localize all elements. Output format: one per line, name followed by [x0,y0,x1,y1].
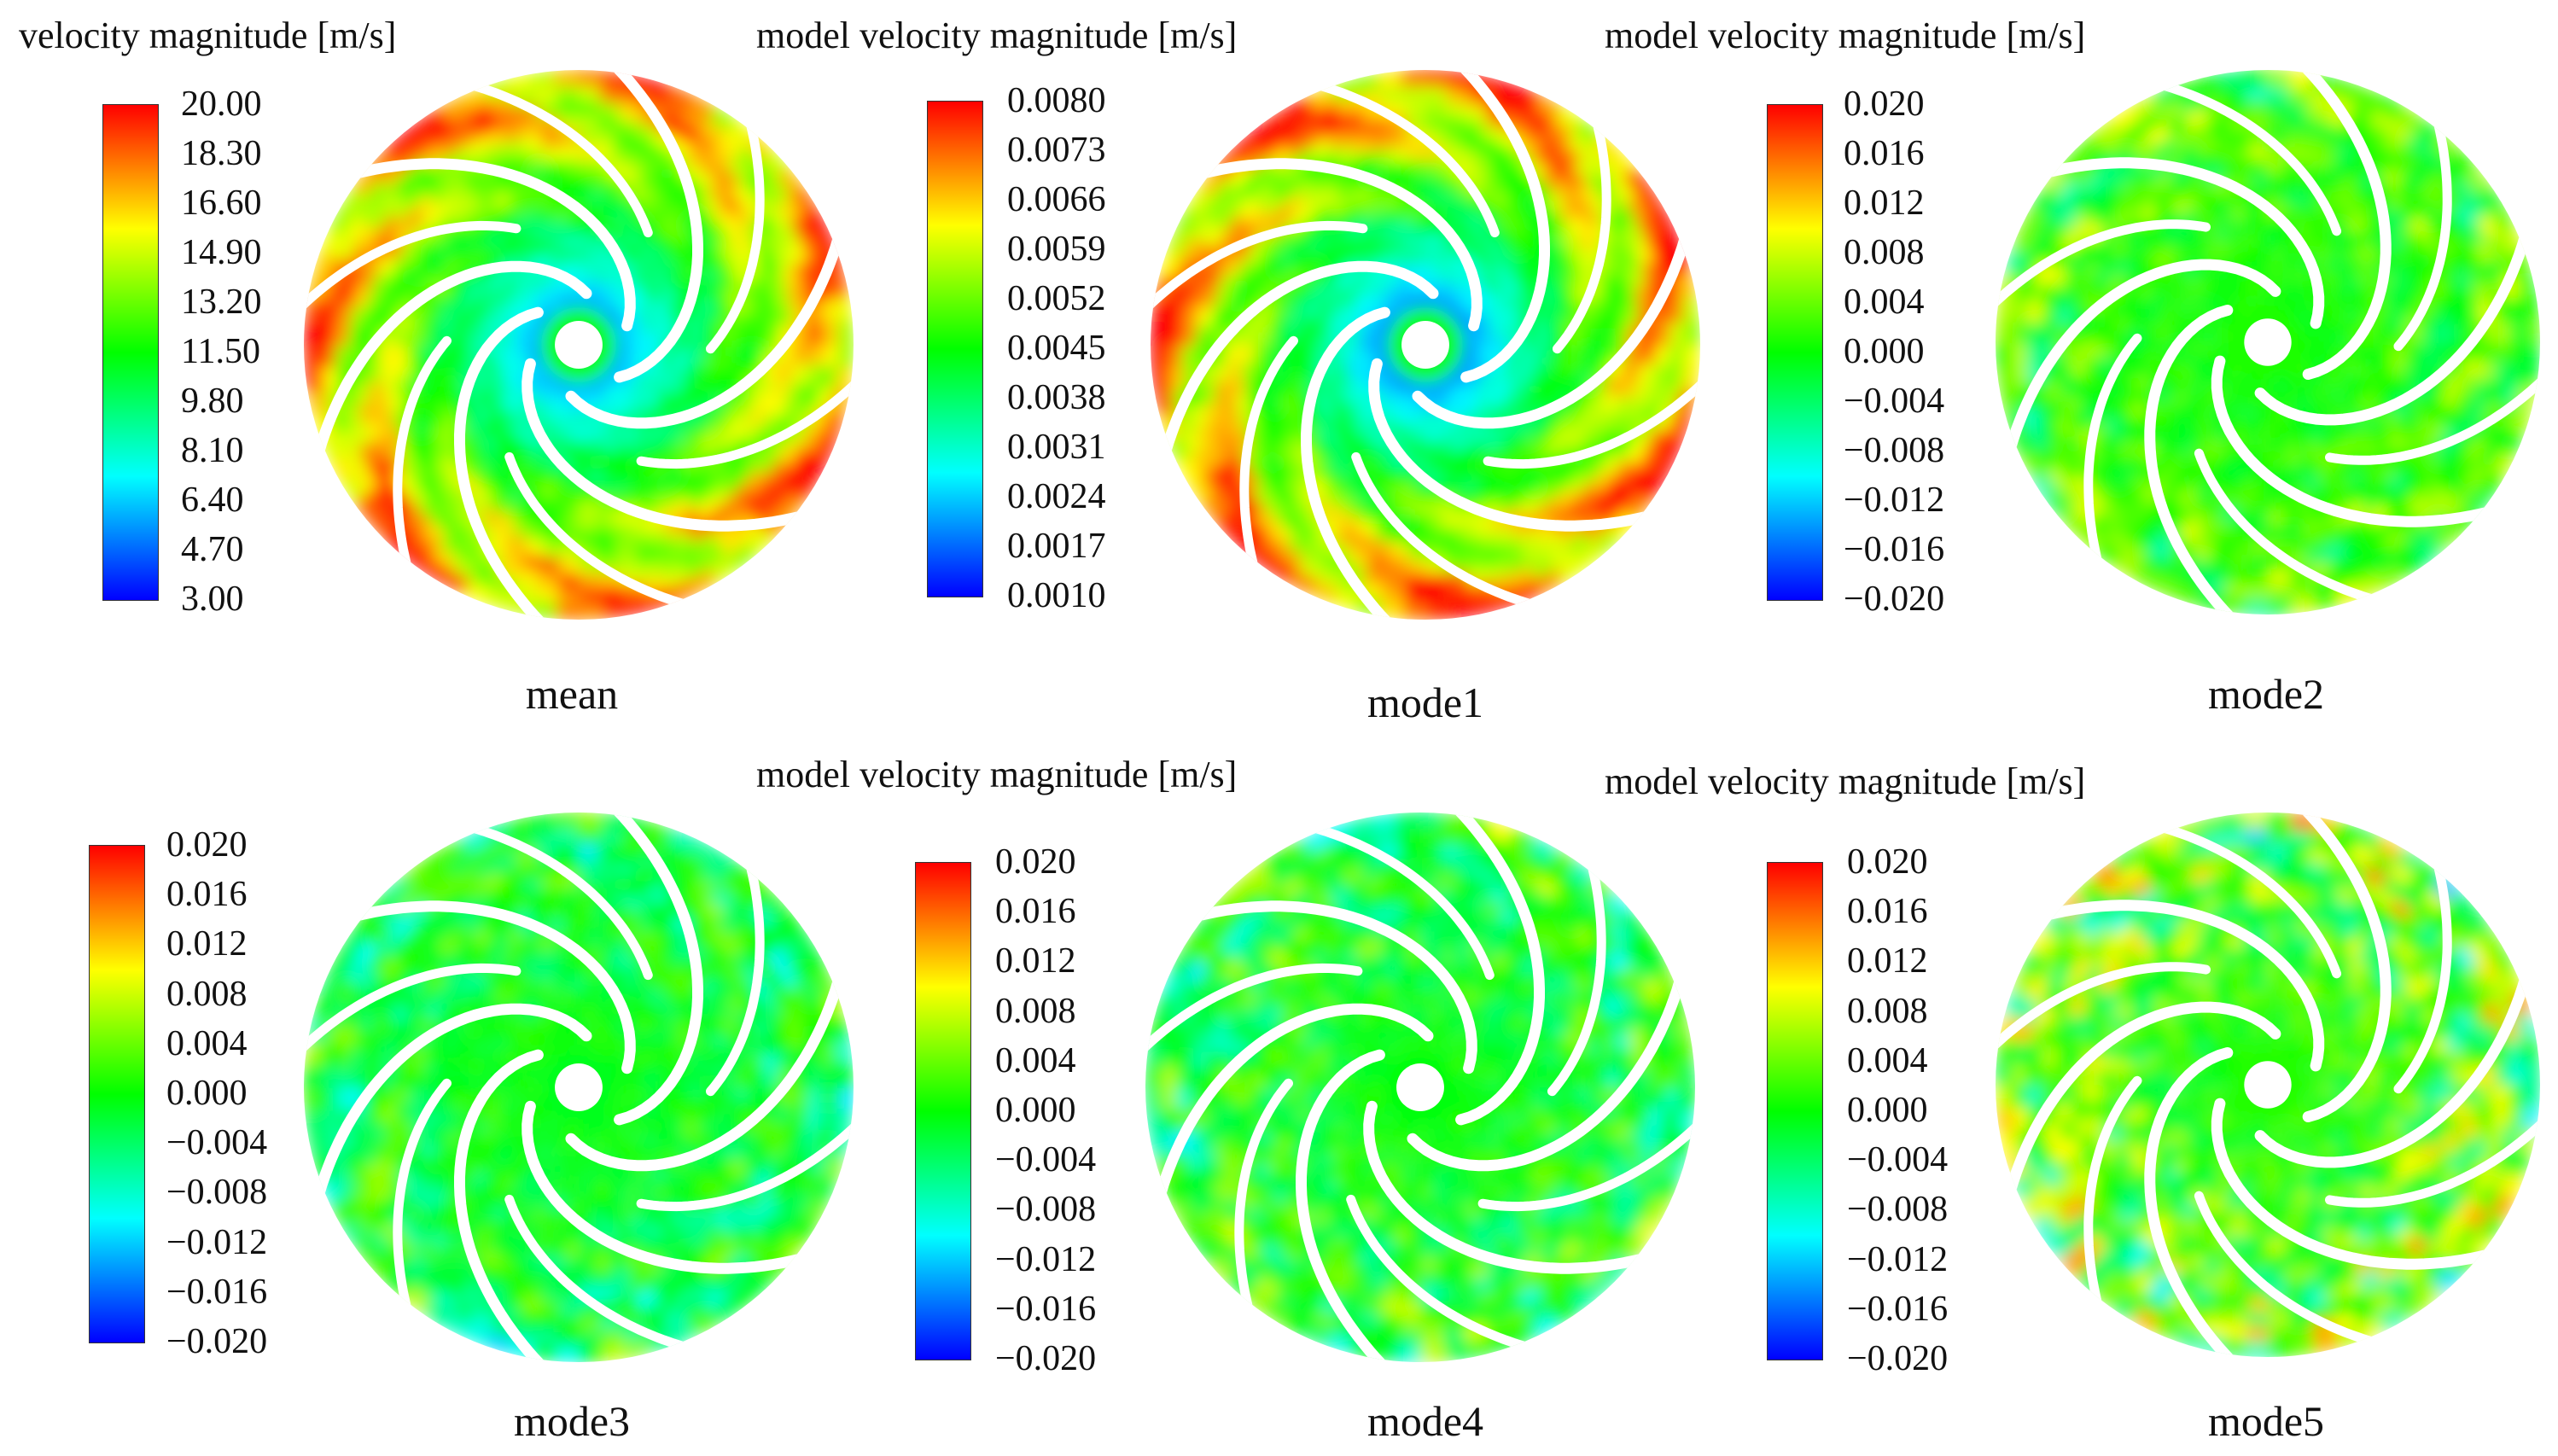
panel-caption: mode5 [2207,1397,2325,1445]
tick-label: 0.0045 [1007,329,1106,368]
tick-label: −0.020 [995,1339,1097,1378]
tick-label: −0.012 [1847,1239,1949,1279]
tick-label: 0.0038 [1007,378,1106,417]
tick-label: −0.012 [1844,480,1945,520]
tick-label: 0.012 [1847,941,1928,981]
panel-title: model velocity magnitude [m/s] [756,15,1238,56]
tick-label: 14.90 [181,233,262,272]
tick-label: −0.008 [995,1190,1097,1230]
tick-label: −0.016 [1847,1289,1949,1329]
impeller-contour [304,812,854,1362]
tick-label: 20.00 [181,84,262,124]
tick-label: −0.012 [166,1222,268,1262]
tick-label: −0.016 [995,1289,1097,1329]
tick-label: −0.008 [1844,431,1945,470]
tick-label: 0.012 [1844,183,1925,223]
tick-label: 0.020 [166,825,248,865]
colorbar [89,845,145,1343]
colorbar [927,101,983,597]
panel-title: model velocity magnitude [m/s] [1605,15,2086,56]
tick-label: 0.016 [1847,892,1928,932]
tick-label: 0.0059 [1007,230,1106,269]
tick-label: 16.60 [181,183,262,223]
panel-caption: mode4 [1366,1397,1484,1445]
tick-label: 0.004 [166,1023,248,1063]
tick-label: 4.70 [181,530,244,569]
tick-label: 8.10 [181,431,244,470]
panel-caption: mode1 [1366,678,1484,726]
tick-label: 0.004 [1847,1040,1928,1080]
tick-label: 0.008 [166,974,248,1014]
tick-label: −0.016 [1844,530,1945,569]
impeller-contour [1151,70,1700,620]
colorbar [1767,104,1823,601]
tick-label: 0.016 [995,892,1076,932]
tick-label: 0.000 [166,1074,248,1113]
impeller-contour [1145,812,1695,1362]
tick-label: 0.000 [1847,1091,1928,1130]
tick-label: 0.000 [1844,332,1925,371]
tick-label: 0.004 [995,1040,1076,1080]
tick-label: 0.012 [995,941,1076,981]
tick-label: 0.0017 [1007,527,1106,566]
tick-label: 0.0073 [1007,131,1106,170]
tick-label: 0.016 [1844,134,1925,173]
panel-title: model velocity magnitude [m/s] [756,754,1238,795]
tick-label: −0.008 [1847,1190,1949,1230]
tick-label: 0.020 [1847,842,1928,882]
tick-label: −0.020 [1844,579,1945,619]
colorbar [915,862,971,1360]
tick-label: 11.50 [181,332,260,371]
tick-label: −0.008 [166,1173,268,1213]
tick-label: 0.004 [1844,282,1925,322]
tick-label: 0.0080 [1007,81,1106,120]
tick-label: 0.0024 [1007,477,1106,516]
tick-label: 18.30 [181,134,262,173]
tick-label: −0.004 [166,1123,268,1163]
panel-caption: mode3 [513,1397,631,1445]
tick-label: 0.0031 [1007,428,1106,467]
tick-label: 0.020 [995,842,1076,882]
tick-label: 0.0066 [1007,180,1106,219]
tick-label: 0.0052 [1007,279,1106,318]
panel-caption: mode2 [2207,670,2325,718]
tick-label: −0.004 [1844,381,1945,421]
panel-caption: mean [525,670,619,718]
tick-label: −0.020 [166,1322,268,1361]
colorbar [1767,862,1823,1360]
tick-label: 0.012 [166,924,248,964]
tick-label: 6.40 [181,480,244,520]
impeller-contour [1996,812,2540,1357]
tick-label: 0.000 [995,1091,1076,1130]
tick-label: 0.008 [1844,233,1925,272]
tick-label: 0.008 [1847,991,1928,1031]
panel-title: model velocity magnitude [m/s] [1605,760,2086,802]
impeller-contour [304,70,854,620]
colorbar [102,104,159,601]
tick-label: −0.004 [1847,1140,1949,1180]
tick-label: 0.008 [995,991,1076,1031]
tick-label: −0.016 [166,1272,268,1312]
tick-label: −0.020 [1847,1339,1949,1378]
tick-label: 13.20 [181,282,262,322]
tick-label: −0.004 [995,1140,1097,1180]
impeller-contour [1996,70,2540,614]
tick-label: 3.00 [181,579,244,619]
tick-label: 0.020 [1844,84,1925,124]
panel-title: velocity magnitude [m/s] [19,15,397,56]
tick-label: 0.0010 [1007,576,1106,615]
tick-label: −0.012 [995,1239,1097,1279]
tick-label: 9.80 [181,381,244,421]
tick-label: 0.016 [166,875,248,915]
